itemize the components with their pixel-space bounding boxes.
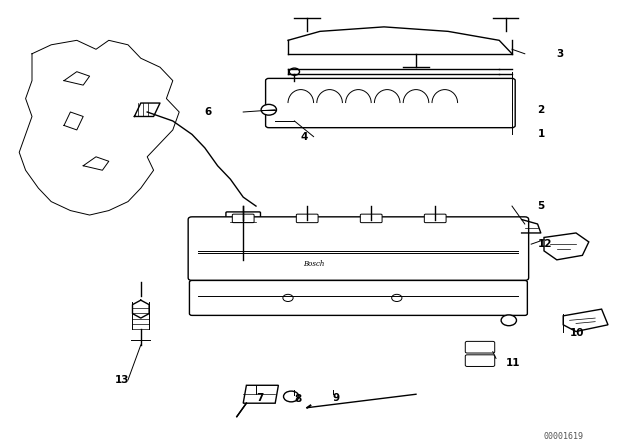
Text: 10: 10 bbox=[570, 328, 584, 338]
Text: 13: 13 bbox=[115, 375, 130, 385]
Text: 6: 6 bbox=[205, 107, 212, 117]
Text: 3: 3 bbox=[557, 49, 564, 59]
Text: 2: 2 bbox=[538, 105, 545, 115]
FancyBboxPatch shape bbox=[296, 214, 318, 223]
Text: 00001619: 00001619 bbox=[543, 432, 583, 441]
Text: 7: 7 bbox=[256, 393, 264, 403]
FancyBboxPatch shape bbox=[232, 214, 254, 223]
FancyBboxPatch shape bbox=[465, 341, 495, 353]
FancyBboxPatch shape bbox=[360, 214, 382, 223]
Circle shape bbox=[283, 294, 293, 302]
FancyBboxPatch shape bbox=[465, 355, 495, 366]
Circle shape bbox=[261, 104, 276, 115]
FancyBboxPatch shape bbox=[226, 212, 260, 229]
FancyBboxPatch shape bbox=[266, 78, 515, 128]
Circle shape bbox=[284, 391, 299, 402]
Polygon shape bbox=[544, 233, 589, 260]
Text: 1: 1 bbox=[538, 129, 545, 139]
Text: 11: 11 bbox=[506, 358, 520, 368]
Text: 4: 4 bbox=[301, 132, 308, 142]
Text: 8: 8 bbox=[294, 394, 301, 404]
Circle shape bbox=[392, 294, 402, 302]
Polygon shape bbox=[563, 309, 608, 332]
Circle shape bbox=[501, 315, 516, 326]
Circle shape bbox=[289, 68, 300, 75]
Text: Bosch: Bosch bbox=[303, 260, 324, 268]
Text: 9: 9 bbox=[333, 393, 340, 403]
Polygon shape bbox=[243, 385, 278, 403]
FancyBboxPatch shape bbox=[189, 280, 527, 315]
Text: 5: 5 bbox=[538, 201, 545, 211]
FancyBboxPatch shape bbox=[424, 214, 446, 223]
FancyBboxPatch shape bbox=[188, 217, 529, 280]
Text: 12: 12 bbox=[538, 239, 552, 249]
